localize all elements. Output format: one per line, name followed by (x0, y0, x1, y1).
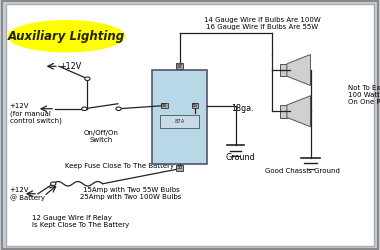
Text: +12V: +12V (59, 62, 81, 71)
Text: Good Chassis Ground: Good Chassis Ground (264, 168, 340, 174)
Text: 15Amp with Two 55W Bulbs
25Amp with Two 100W Bulbs: 15Amp with Two 55W Bulbs 25Amp with Two … (81, 187, 182, 200)
Text: 30: 30 (176, 165, 183, 170)
Text: 87A: 87A (174, 119, 185, 124)
Text: On/Off/On
Switch: On/Off/On Switch (83, 130, 118, 143)
Ellipse shape (8, 20, 125, 52)
Text: Auxiliary Lighting: Auxiliary Lighting (8, 30, 125, 43)
Text: 85: 85 (192, 103, 198, 108)
Circle shape (82, 107, 87, 110)
Text: +12V
(for manual
control switch): +12V (for manual control switch) (10, 103, 62, 124)
FancyBboxPatch shape (152, 70, 207, 164)
Circle shape (116, 107, 121, 110)
Polygon shape (287, 54, 310, 86)
Text: 18ga.: 18ga. (231, 104, 254, 113)
FancyBboxPatch shape (192, 103, 198, 108)
Text: 87: 87 (176, 64, 183, 68)
FancyBboxPatch shape (280, 105, 287, 118)
FancyBboxPatch shape (176, 63, 183, 69)
FancyBboxPatch shape (161, 103, 168, 108)
Text: +12V
@ Battery: +12V @ Battery (10, 187, 44, 201)
FancyBboxPatch shape (6, 4, 374, 246)
Polygon shape (287, 96, 310, 127)
Text: Keep Fuse Close To The Battery: Keep Fuse Close To The Battery (65, 163, 174, 169)
FancyBboxPatch shape (280, 64, 287, 76)
Text: 86: 86 (161, 103, 167, 108)
Circle shape (51, 182, 56, 186)
FancyBboxPatch shape (160, 115, 199, 128)
Text: Not To Exceed
100 Watts Total
On One Relay: Not To Exceed 100 Watts Total On One Rel… (348, 85, 380, 105)
Text: Ground: Ground (225, 153, 255, 162)
FancyBboxPatch shape (176, 165, 183, 170)
Text: 14 Gauge Wire If Bulbs Are 100W
16 Gauge Wire If Bulbs Are 55W: 14 Gauge Wire If Bulbs Are 100W 16 Gauge… (204, 17, 321, 30)
Circle shape (85, 77, 90, 80)
Text: 12 Gauge Wire If Relay
Is Kept Close To The Battery: 12 Gauge Wire If Relay Is Kept Close To … (32, 215, 130, 228)
